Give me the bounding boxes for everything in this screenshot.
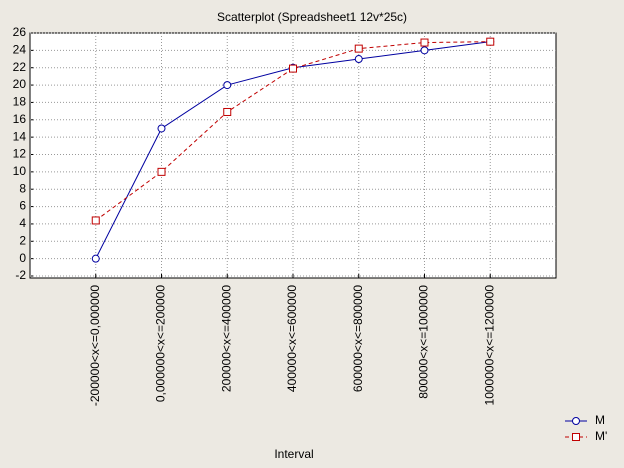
y-tick-label: 2 <box>19 233 26 247</box>
y-tick-label: 0 <box>19 251 26 265</box>
legend-label: M <box>595 413 605 427</box>
y-tick-label: 4 <box>19 216 26 230</box>
data-point <box>223 107 232 116</box>
x-tick-label: 200000<x<=400000 <box>219 285 233 392</box>
data-point <box>354 44 363 53</box>
data-point <box>91 216 100 225</box>
data-point <box>354 55 363 64</box>
data-point <box>223 81 232 90</box>
x-tick-label: 600000<x<=800000 <box>351 285 365 392</box>
x-tick-label: 400000<x<=600000 <box>285 285 299 392</box>
x-tick-label: -200000<x<=0,000000 <box>88 285 102 406</box>
x-tick-label: 0,000000<x<=200000 <box>154 285 168 402</box>
y-tick-label: 10 <box>13 164 27 178</box>
y-tick-label: 26 <box>13 25 27 39</box>
x-axis-label: Interval <box>274 447 313 461</box>
y-tick-label: 6 <box>19 199 26 213</box>
y-tick-label: -2 <box>15 268 26 282</box>
data-point <box>157 124 166 133</box>
data-point <box>420 46 429 55</box>
data-point <box>91 254 100 263</box>
y-tick-label: 8 <box>19 181 26 195</box>
x-tick-label: 1000000<x<=1200000 <box>482 285 496 406</box>
y-tick-label: 24 <box>13 43 27 57</box>
y-tick-label: 16 <box>13 112 27 126</box>
x-tick-label: 800000<x<=1000000 <box>417 285 431 399</box>
y-tick-label: 12 <box>13 147 27 161</box>
data-point <box>420 38 429 47</box>
chart-title: Scatterplot (Spreadsheet1 12v*25c) <box>217 10 407 24</box>
y-tick-label: 14 <box>13 129 27 143</box>
legend-label: M' <box>595 429 607 443</box>
data-point <box>157 167 166 176</box>
data-point <box>486 37 495 46</box>
legend-marker <box>572 433 580 441</box>
data-point <box>289 64 297 73</box>
y-tick-label: 22 <box>13 60 27 74</box>
y-tick-label: 20 <box>13 77 27 91</box>
y-tick-label: 18 <box>13 95 27 109</box>
legend-marker <box>572 417 580 425</box>
